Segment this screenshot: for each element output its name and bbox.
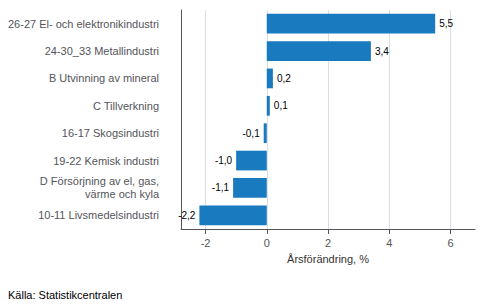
svg-text:-0,1: -0,1	[242, 128, 260, 139]
svg-text:Årsförändring, %: Årsförändring, %	[287, 253, 369, 265]
svg-text:-2: -2	[201, 237, 211, 249]
svg-text:0: 0	[264, 237, 270, 249]
svg-text:2: 2	[325, 237, 331, 249]
svg-text:Källa: Statistikcentralen: Källa: Statistikcentralen	[8, 289, 122, 301]
svg-text:-1,0: -1,0	[215, 155, 233, 166]
svg-text:5,5: 5,5	[439, 18, 453, 29]
svg-text:C Tillverkning: C Tillverkning	[93, 100, 159, 112]
svg-text:3,4: 3,4	[375, 46, 389, 57]
svg-text:0,2: 0,2	[277, 73, 291, 84]
svg-text:-1,1: -1,1	[212, 182, 230, 193]
svg-text:6: 6	[447, 237, 453, 249]
svg-text:B Utvinning av mineral: B Utvinning av mineral	[49, 72, 159, 84]
svg-text:19-22 Kemisk industri: 19-22 Kemisk industri	[53, 155, 159, 167]
svg-text:0,1: 0,1	[274, 100, 288, 111]
svg-text:16-17 Skogsindustri: 16-17 Skogsindustri	[62, 127, 159, 139]
svg-text:26-27 El- och elektronikindust: 26-27 El- och elektronikindustri	[8, 18, 159, 30]
svg-text:4: 4	[386, 237, 392, 249]
svg-text:-2,2: -2,2	[178, 210, 196, 221]
svg-text:24-30_33 Metallindustri: 24-30_33 Metallindustri	[45, 45, 159, 57]
svg-text:D Försörjning av el, gas,: D Försörjning av el, gas,	[40, 175, 159, 187]
svg-text:10-11 Livsmedelsindustri: 10-11 Livsmedelsindustri	[38, 209, 159, 221]
svg-text:värme och kyla: värme och kyla	[85, 188, 160, 200]
